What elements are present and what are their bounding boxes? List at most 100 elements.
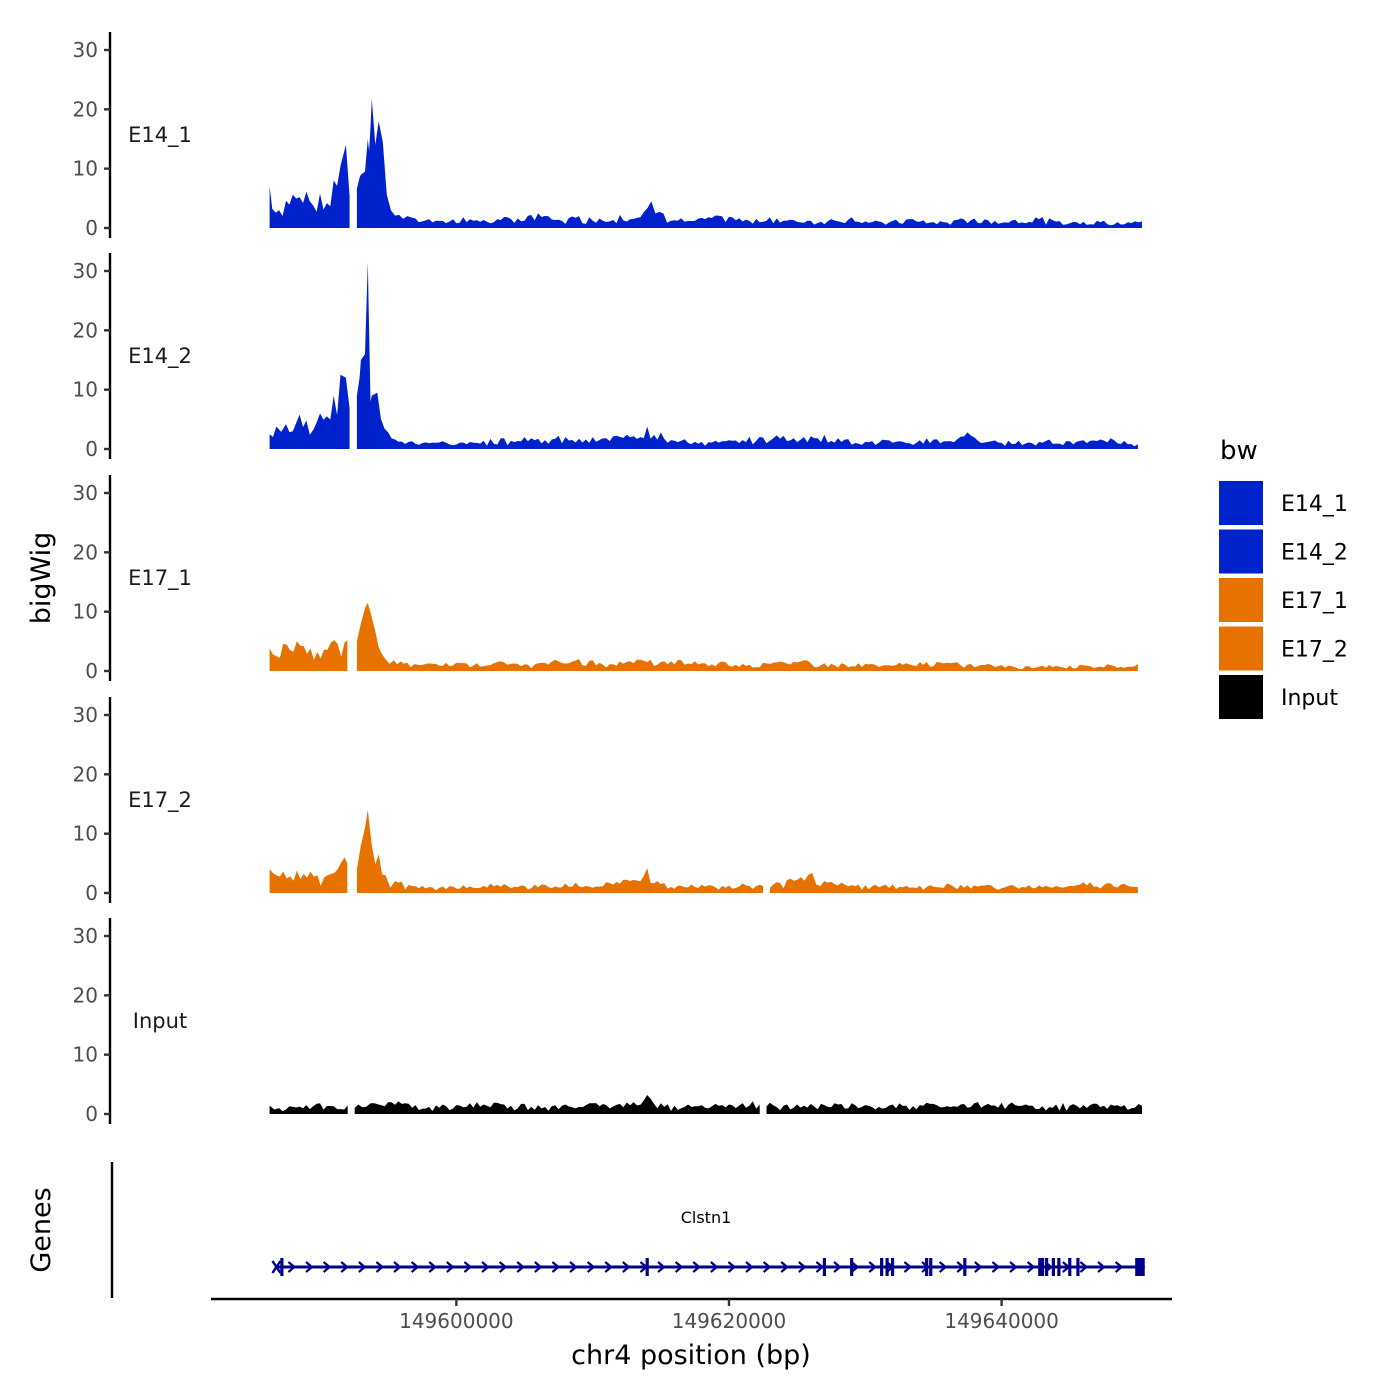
legend-swatch-e14-2 — [1219, 529, 1263, 574]
y-tick-label: 0 — [85, 216, 98, 240]
gene-track: Clstn1 — [110, 1162, 1145, 1298]
signal-area-e14-2 — [269, 374, 350, 449]
legend-label: E14_2 — [1281, 541, 1348, 566]
legend-label: E14_1 — [1281, 492, 1348, 517]
strand-arrow — [375, 1261, 385, 1273]
strand-arrow — [622, 1261, 631, 1273]
strand-arrow — [498, 1261, 508, 1273]
y-tick-label: 30 — [73, 703, 98, 727]
y-tick-label: 10 — [73, 600, 98, 624]
panel-label: E17_2 — [128, 788, 192, 813]
strand-arrow — [657, 1261, 666, 1273]
strand-arrow — [463, 1261, 473, 1273]
panel-label: E14_2 — [128, 344, 192, 369]
strand-arrow — [358, 1261, 367, 1273]
y-tick-label: 20 — [73, 318, 98, 342]
exon — [890, 1258, 895, 1276]
signal-area-e17-2 — [269, 857, 348, 893]
y-tick-label: 10 — [73, 822, 98, 846]
strand-arrow — [340, 1261, 349, 1273]
legend-swatch-e17-2 — [1219, 626, 1263, 671]
strand-arrow — [833, 1261, 842, 1273]
y-tick-label: 30 — [73, 924, 98, 948]
strand-arrow — [516, 1261, 525, 1273]
strand-arrow — [991, 1261, 1001, 1273]
y-axis-title: bigWig — [26, 532, 57, 625]
exon — [880, 1258, 884, 1276]
signal-area-e17-1 — [356, 602, 1138, 671]
panel-input: 0 10 20 30 Input — [73, 918, 1142, 1126]
signal-area-e14-1 — [356, 98, 1142, 228]
panel-label: E14_1 — [128, 123, 192, 148]
strand-arrow — [1079, 1261, 1089, 1273]
strand-arrow — [604, 1261, 613, 1273]
y-tick-label: 30 — [73, 259, 98, 283]
exon — [1051, 1258, 1056, 1276]
legend-label: E17_2 — [1281, 638, 1348, 663]
strand-arrow — [1026, 1261, 1036, 1273]
strand-arrow — [692, 1261, 701, 1273]
legend-swatch-e14-1 — [1219, 481, 1263, 525]
strand-arrow — [903, 1261, 913, 1273]
strand-arrow — [428, 1261, 437, 1273]
strand-arrow — [1114, 1261, 1124, 1273]
y-tick-label: 0 — [85, 881, 98, 905]
exon — [1068, 1258, 1072, 1276]
exon — [1044, 1258, 1049, 1276]
strand-arrow — [410, 1261, 420, 1273]
panel-e14-2: 0 10 20 30 E14_2 — [73, 253, 1138, 461]
y-tick-label: 0 — [85, 437, 98, 461]
legend-swatch-e17-1 — [1219, 578, 1263, 622]
strand-arrow — [569, 1261, 578, 1273]
strand-arrow — [481, 1261, 490, 1273]
strand-arrow — [780, 1261, 789, 1273]
strand-arrow — [956, 1261, 965, 1273]
exon — [280, 1258, 284, 1276]
legend: bw E14_1 E14_2 E17_1 E17_2 Input — [1219, 436, 1348, 719]
panel-label: Input — [133, 1009, 187, 1033]
strand-arrow — [762, 1261, 772, 1273]
strand-arrow — [393, 1261, 402, 1273]
y-tick-label: 10 — [73, 1043, 98, 1067]
y-tick-label: 30 — [73, 481, 98, 505]
x-tick-label: 149620000 — [672, 1309, 787, 1333]
legend-label: E17_1 — [1281, 589, 1348, 614]
exon — [822, 1258, 827, 1276]
strand-arrow — [1009, 1261, 1018, 1273]
signal-panels: 0 10 20 30 E14_1 0 10 20 30 E14_2 0 10 20 30 E17_1 0 10 2… — [73, 32, 1142, 1126]
y-tick-label: 0 — [85, 659, 98, 683]
strand-arrow — [551, 1261, 561, 1273]
exon — [885, 1258, 889, 1276]
y-tick-label: 20 — [73, 97, 98, 121]
panel-e17-2: 0 10 20 30 E17_2 — [73, 697, 1138, 905]
exon — [925, 1258, 929, 1276]
signal-area-input — [354, 1095, 760, 1114]
strand-arrow — [974, 1261, 983, 1273]
y-tick-label: 20 — [73, 762, 98, 786]
x-tick-label: 149600000 — [399, 1309, 514, 1333]
y-tick-label: 30 — [73, 38, 98, 62]
x-axis-title: chr4 position (bp) — [571, 1340, 811, 1371]
strand-arrow — [710, 1261, 719, 1273]
legend-title: bw — [1220, 436, 1258, 466]
strand-arrow — [446, 1261, 455, 1273]
strand-arrow — [322, 1261, 332, 1273]
y-tick-label: 20 — [73, 540, 98, 564]
exon — [929, 1258, 933, 1276]
strand-arrow — [586, 1261, 596, 1273]
legend-swatch-input — [1219, 675, 1263, 719]
strand-arrow — [287, 1261, 297, 1273]
y-tick-label: 10 — [73, 378, 98, 402]
panel-e14-1: 0 10 20 30 E14_1 — [73, 32, 1142, 240]
legend-label: Input — [1281, 686, 1338, 711]
strand-arrow — [727, 1261, 737, 1273]
gene-name-label: Clstn1 — [681, 1208, 732, 1227]
exon — [1040, 1258, 1045, 1276]
strand-arrow — [938, 1261, 948, 1273]
signal-area-e17-2 — [769, 872, 1138, 893]
y-tick-label: 10 — [73, 157, 98, 181]
gene-start-marker — [271, 1260, 282, 1274]
strand-arrow — [1097, 1261, 1106, 1273]
strand-arrow — [674, 1261, 684, 1273]
